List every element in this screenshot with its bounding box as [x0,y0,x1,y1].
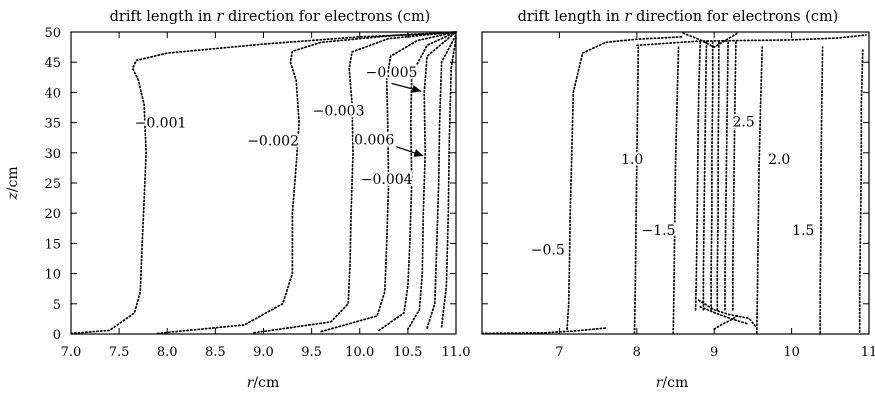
left-contour-label-2: −0.002 [247,134,299,150]
left-x-tick-label: 11.0 [442,345,471,360]
right-axis-ticks: 7 8 9 10 11 [482,31,875,360]
left-y-tick-label: 20 [44,207,61,222]
left-plot-frame [70,31,457,335]
left-x-tick-label: 9.5 [301,345,322,360]
left-contour-label-3: −0.003 [313,104,365,120]
left-contour-line-5 [378,31,457,332]
right-chart-title: drift length in r direction for electron… [518,9,839,25]
left-y-tick-label: 50 [44,26,61,41]
left-y-tick-label: 0 [53,328,61,343]
right-contour-panel: drift length in r direction for electron… [481,9,875,391]
left-contour-line-7 [426,34,457,329]
left-contour-label-4: −0.005 [366,65,418,81]
left-contour-label-1: −0.001 [135,116,187,132]
left-x-tick-label: 10.5 [393,345,422,360]
right-contour-line-17 [635,34,867,47]
left-x-tick-label: 10.0 [345,345,374,360]
right-contour-label-2: 1.0 [621,152,643,168]
right-x-tick-label: 8 [633,345,641,360]
left-arrow-head-2 [413,149,424,157]
right-x-tick-label: 10 [783,345,800,360]
right-contour-line-8 [716,40,720,311]
left-contour-line-4 [320,31,457,333]
left-y-tick-label: 15 [44,237,61,252]
left-contour-line-3 [253,31,457,334]
right-contour-lines [481,32,867,335]
right-contour-line-18 [682,32,739,49]
right-x-tick-label: 7 [555,345,563,360]
right-contour-label-1: −0.5 [531,242,565,258]
right-contour-line-3 [633,44,640,335]
left-axis-ticks: 7.0 7.5 8.0 8.5 9.0 9.5 10.0 10.5 11.0 0 5 10 15 20 25… [44,26,470,360]
right-contour-line-5 [694,40,702,311]
left-y-tick-label: 30 [44,147,61,162]
right-contour-label-4: 2.5 [732,114,754,130]
right-contour-label-5: 2.0 [768,152,790,168]
right-contour-line-9 [724,40,729,311]
right-contour-line-1 [481,327,607,335]
left-contour-line-8 [440,37,457,328]
left-contour-line-6 [407,31,457,331]
left-contour-label-6: −0.004 [361,172,413,188]
left-y-tick-label: 10 [44,268,61,283]
left-contour-arrows [391,82,424,157]
right-contour-line-10 [731,40,737,311]
left-y-tick-label: 35 [44,117,61,132]
left-contour-label-5: 0.006 [354,133,394,149]
right-contour-line-15 [819,46,824,334]
right-contour-line-7 [710,40,714,311]
left-y-tick-label: 25 [44,177,61,192]
left-chart-title: drift length in r direction for electron… [110,9,431,25]
right-plot-frame [481,31,870,335]
right-contour-labels: −0.5 1.0 −1.5 2.5 2.0 1.5 [529,112,817,260]
right-contour-line-13 [713,315,739,331]
left-contour-panel: drift length in r direction for electron… [5,9,470,391]
left-x-axis-label: r/cm [247,375,280,391]
left-contour-line-2 [156,31,457,335]
y-axis-label: z/cm [5,166,21,200]
left-y-tick-label: 40 [44,86,61,101]
left-x-tick-label: 7.5 [109,345,130,360]
left-contour-labels: −0.001 −0.002 −0.003 −0.005 0.006 −0.004 [133,63,420,190]
right-contour-line-14 [755,46,764,334]
left-y-tick-label: 45 [44,56,61,71]
left-x-tick-label: 8.0 [157,345,178,360]
left-x-tick-label: 7.0 [61,345,82,360]
right-contour-label-6: 1.5 [792,223,814,239]
right-x-tick-label: 11 [861,345,875,360]
right-contour-line-16 [858,49,864,334]
right-contour-line-6 [702,40,708,311]
left-x-tick-label: 9.0 [253,345,274,360]
right-contour-label-3: −1.5 [642,223,676,239]
right-contour-line-2 [566,35,685,331]
right-contour-line-4 [672,44,680,335]
right-x-axis-label: r/cm [656,375,689,391]
left-x-tick-label: 8.5 [205,345,226,360]
right-contour-line-11 [697,299,758,329]
right-contour-line-12 [699,305,750,326]
left-y-tick-label: 5 [53,298,61,313]
left-contour-lines [70,31,457,335]
left-arrow-head-1 [411,85,422,93]
right-x-tick-label: 9 [710,345,718,360]
